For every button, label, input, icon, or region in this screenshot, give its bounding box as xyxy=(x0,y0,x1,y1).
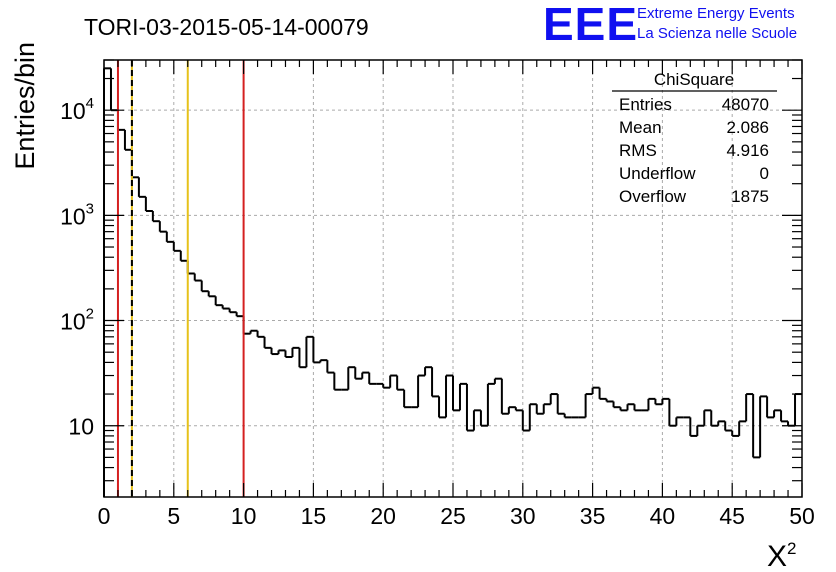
x-axis-label-sup: 2 xyxy=(787,539,796,558)
stats-row-value: 0 xyxy=(760,164,769,183)
x-tick-labels: 0 5 10 15 20 25 30 35 40 45 50 xyxy=(98,503,815,529)
stats-row-label: Underflow xyxy=(619,164,696,183)
stats-row-label: Overflow xyxy=(619,187,687,206)
stats-row-label: RMS xyxy=(619,141,657,160)
y-tick-label: 10 xyxy=(68,414,94,440)
x-tick-label: 40 xyxy=(650,503,676,529)
x-tick-label: 35 xyxy=(580,503,606,529)
logo-line-1: Extreme Energy Events xyxy=(637,5,795,22)
chart-title: TORI-03-2015-05-14-00079 xyxy=(84,14,369,40)
axes xyxy=(103,59,803,498)
y-tick-label-base: 10 xyxy=(60,203,86,229)
stats-row-value: 2.086 xyxy=(726,118,769,137)
y-tick-label-exponent: 3 xyxy=(86,200,94,217)
histogram-bins xyxy=(103,67,802,497)
stats-rows: Entries 48070 Mean 2.086 RMS 4.916 Underflow 0 O… xyxy=(619,95,769,206)
stats-row-value: 1875 xyxy=(731,187,769,206)
cut-lines xyxy=(116,60,245,497)
eee-logo: EEE xyxy=(543,0,638,50)
stats-row-label: Entries xyxy=(619,95,672,114)
y-tick-label-base: 10 xyxy=(68,414,94,440)
y-tick-label-base: 10 xyxy=(60,98,86,124)
x-tick-label: 30 xyxy=(510,503,536,529)
stats-row-value: 48070 xyxy=(722,95,769,114)
stats-row-value: 4.916 xyxy=(726,141,769,160)
x-tick-label: 5 xyxy=(167,503,180,529)
x-tick-label: 10 xyxy=(231,503,257,529)
y-tick-label: 102 xyxy=(60,306,94,335)
x-tick-label: 20 xyxy=(370,503,396,529)
x-tick-label: 0 xyxy=(98,503,111,529)
y-tick-label: 103 xyxy=(60,200,94,229)
stats-row-label: Mean xyxy=(619,118,662,137)
x-axis-label: X2 xyxy=(767,539,796,572)
y-tick-label-exponent: 2 xyxy=(86,306,94,323)
x-axis-label-base: X xyxy=(767,540,787,572)
x-tick-label: 50 xyxy=(789,503,815,529)
x-tick-label: 25 xyxy=(440,503,466,529)
y-tick-label-exponent: 4 xyxy=(86,95,94,112)
x-tick-label: 15 xyxy=(301,503,327,529)
y-tick-label-base: 10 xyxy=(60,309,86,335)
y-tick-label: 104 xyxy=(60,95,94,124)
y-axis-label: Entries/bin xyxy=(10,42,40,170)
stats-box: ChiSquare Entries 48070 Mean 2.086 RMS 4.916 U… xyxy=(612,70,777,206)
logo-line-2: La Scienza nelle Scuole xyxy=(637,25,797,42)
stats-title: ChiSquare xyxy=(654,70,734,89)
x-tick-label: 45 xyxy=(719,503,745,529)
